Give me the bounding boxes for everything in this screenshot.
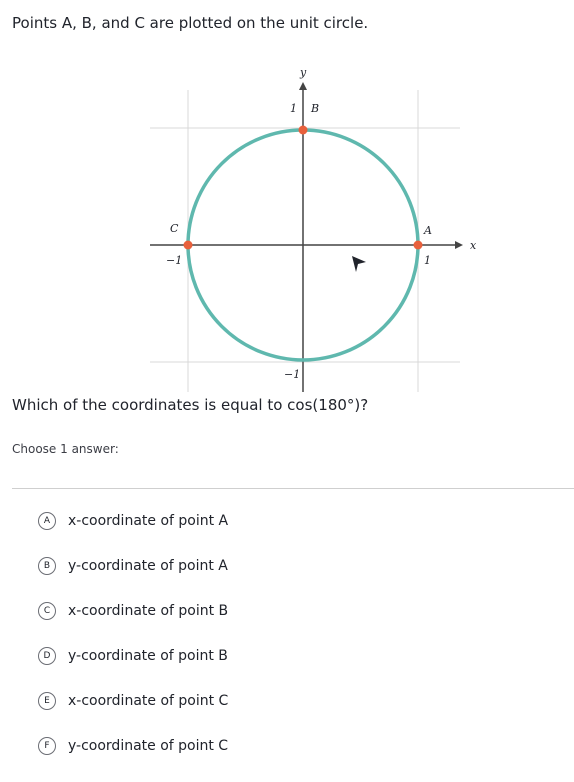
point-b (298, 125, 308, 135)
option-letter: A (38, 512, 56, 530)
unit-circle-diagram: x y −1 1 1 −1 A B C (150, 66, 477, 392)
x-axis-label: x (470, 239, 477, 252)
option-text: y-coordinate of point A (68, 558, 228, 574)
option-text: y-coordinate of point B (68, 648, 228, 664)
option-text: x-coordinate of point A (68, 513, 229, 529)
question: Which of the coordinates is equal to cos… (12, 396, 369, 414)
y-arrow (299, 82, 307, 90)
tick-label: 1 (424, 254, 431, 267)
prompt: Points A, B, and C are plotted on the un… (12, 14, 369, 32)
option-text: x-coordinate of point B (68, 603, 229, 619)
point-label: B (310, 102, 319, 115)
option-letter: C (38, 602, 56, 620)
x-arrow (455, 241, 463, 249)
point-label: A (423, 224, 432, 237)
option-letter: B (38, 557, 56, 575)
divider (12, 488, 574, 489)
point-c (183, 240, 193, 250)
instruction: Choose 1 answer: (12, 442, 119, 456)
point-label: C (170, 222, 179, 235)
tick-label: 1 (290, 102, 297, 115)
option-letter: D (38, 647, 56, 665)
tick-label: −1 (284, 368, 300, 381)
point-a (413, 240, 423, 250)
option-text: y-coordinate of point C (68, 738, 229, 754)
option-text: x-coordinate of point C (68, 693, 229, 709)
cursor (352, 256, 366, 272)
y-axis-label: y (299, 66, 307, 79)
option-letter: F (38, 737, 56, 755)
tick-label: −1 (166, 254, 182, 267)
option-letter: E (38, 692, 56, 710)
